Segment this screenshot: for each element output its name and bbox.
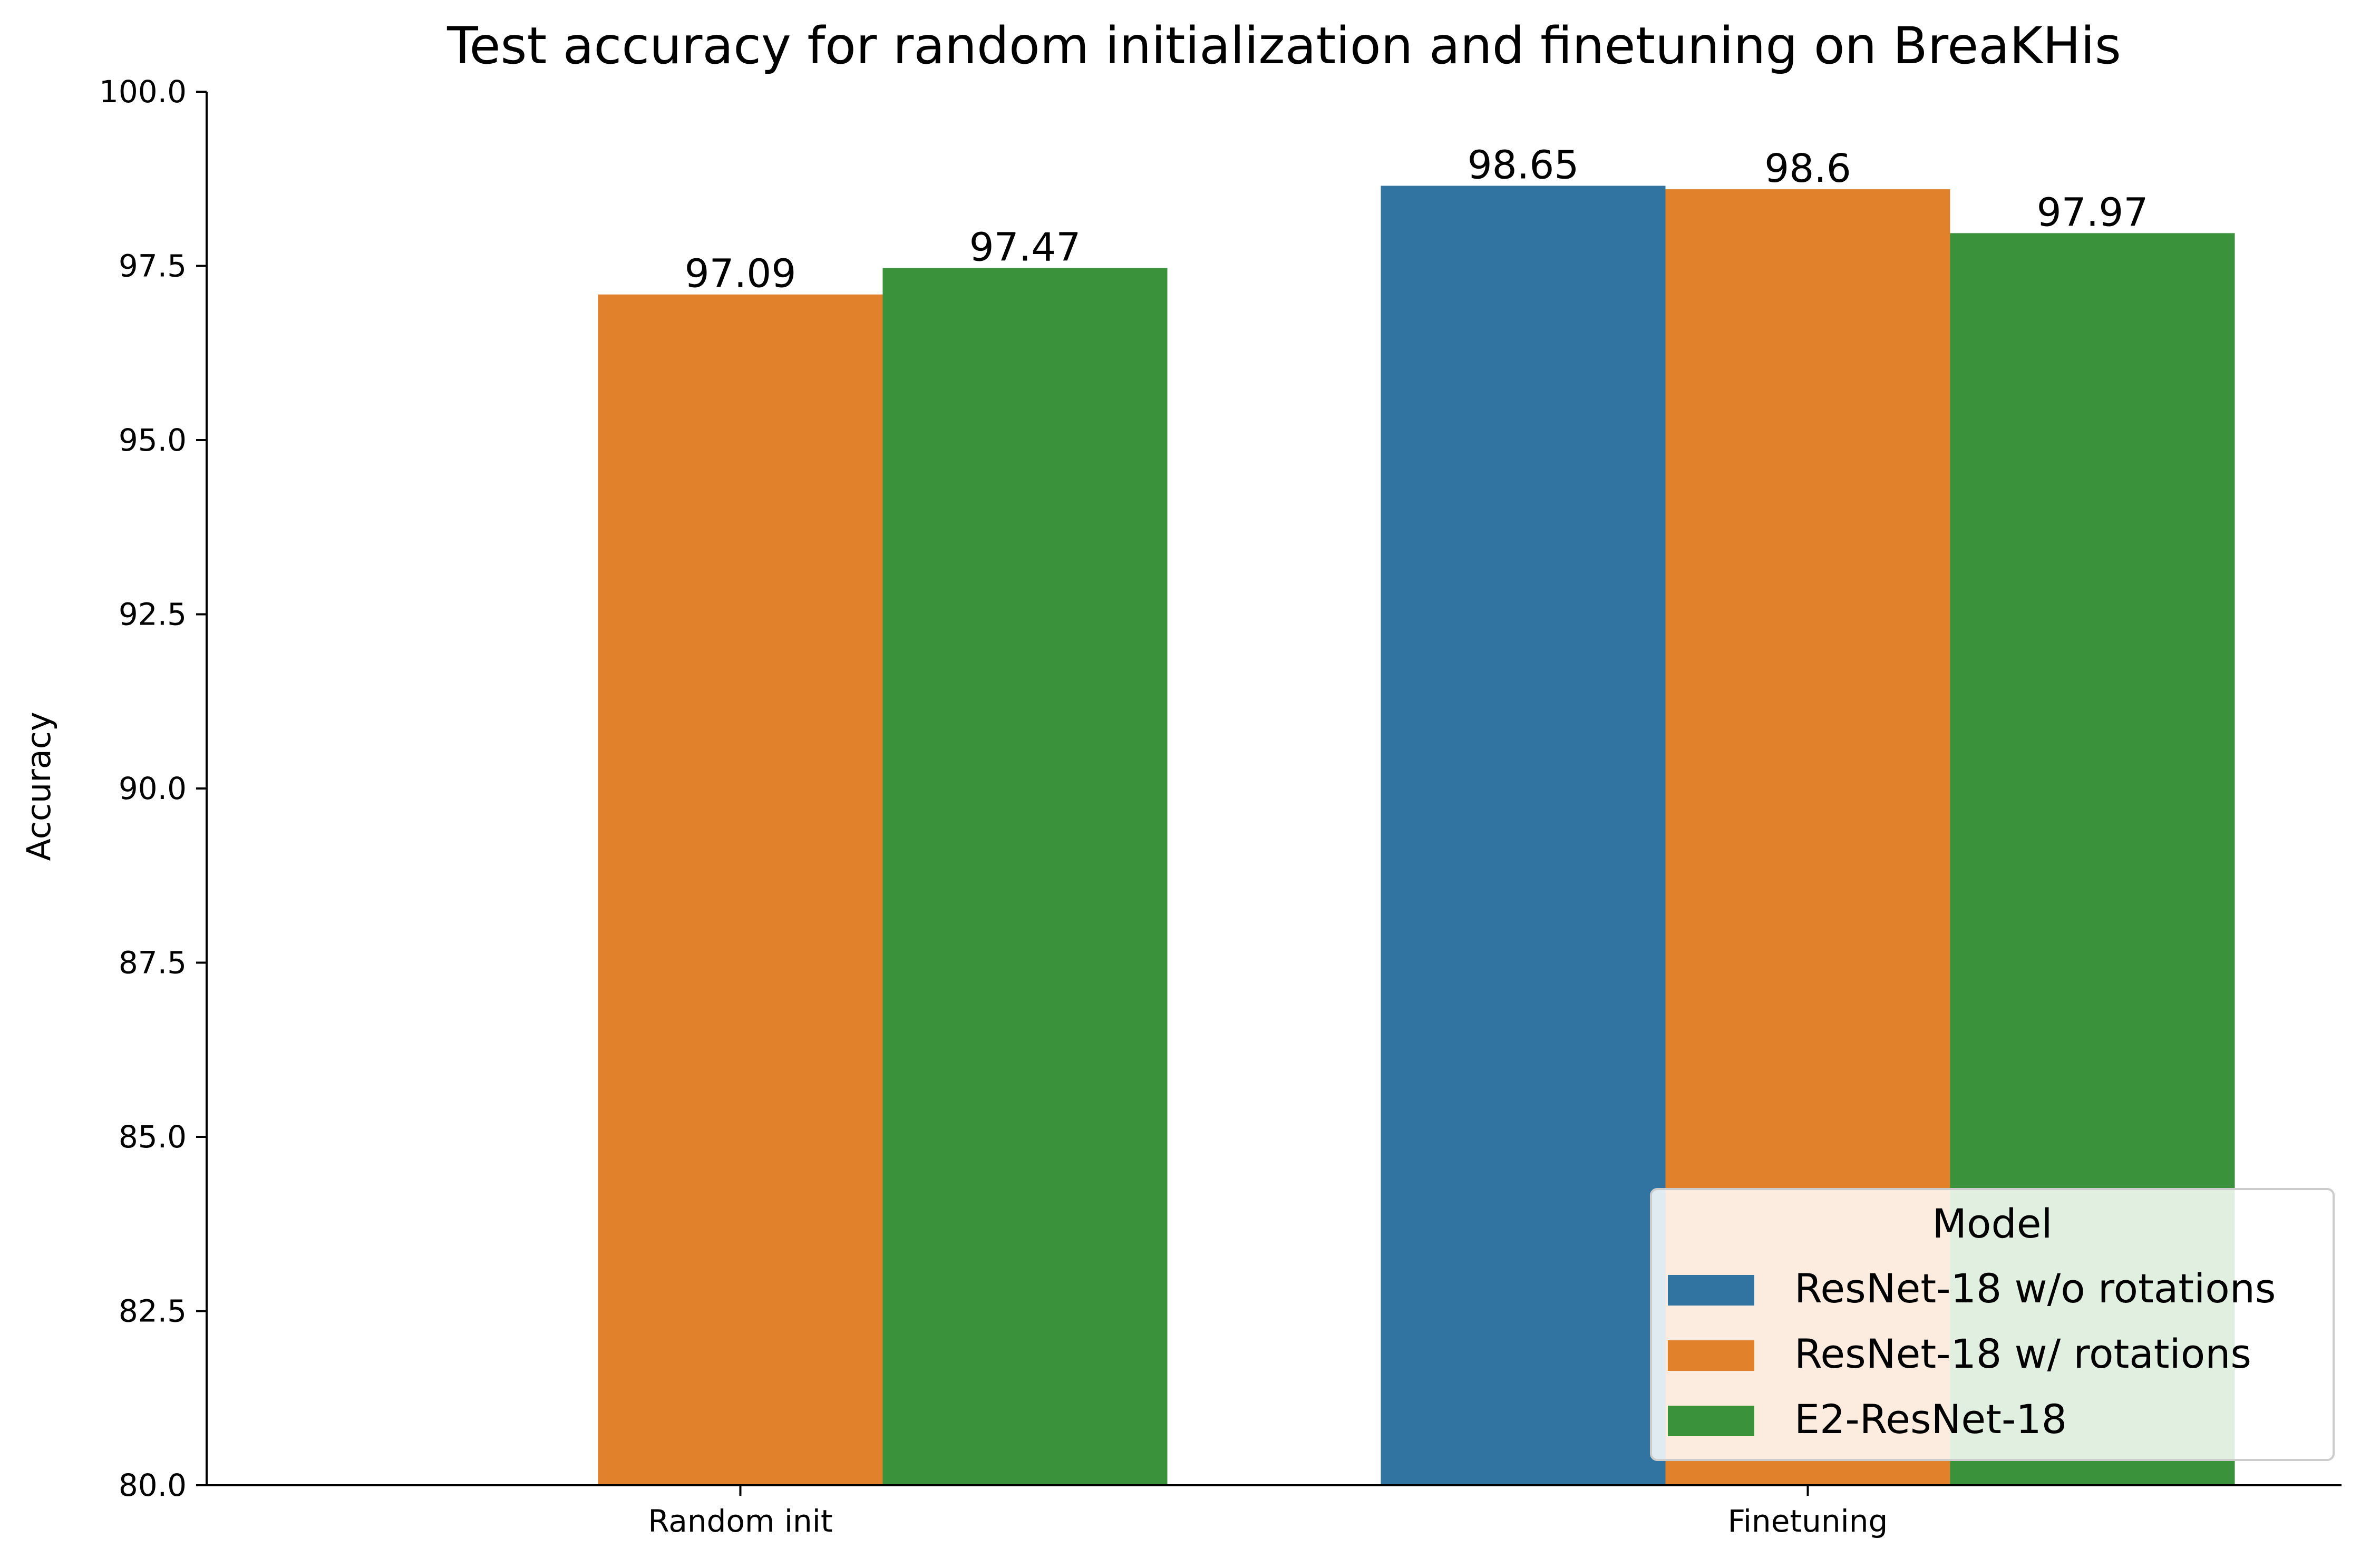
bar [1381, 186, 1666, 1486]
bar [882, 268, 1168, 1485]
y-axis-label: Accuracy [20, 712, 58, 861]
y-tick-label: 95.0 [119, 422, 187, 458]
data-label: 97.97 [2037, 190, 2149, 235]
legend-box [1650, 1188, 2335, 1461]
y-tick-label: 92.5 [119, 597, 187, 632]
data-label: 98.65 [1468, 142, 1579, 188]
legend-swatch [1668, 1340, 1754, 1371]
y-tick-label: 80.0 [119, 1467, 187, 1503]
y-tick-label: 85.0 [119, 1119, 187, 1155]
legend-entry: E2-ResNet-18 [1794, 1396, 2067, 1443]
legend: Model ResNet-18 w/o rotations ResNet-18 w/… [1650, 1188, 2335, 1461]
legend-title: Model [1932, 1200, 2052, 1247]
data-label: 97.09 [685, 251, 796, 297]
y-tick-label: 100.0 [99, 74, 187, 110]
bar [598, 294, 883, 1485]
legend-swatch [1668, 1406, 1754, 1436]
y-tick-label: 90.0 [119, 771, 187, 806]
data-label: 97.47 [969, 225, 1081, 270]
data-label: 98.6 [1764, 146, 1851, 191]
chart-title: Test accuracy for random initialization … [446, 16, 2121, 75]
legend-entry: ResNet-18 w/o rotations [1794, 1265, 2276, 1312]
y-tick-label: 87.5 [119, 945, 187, 981]
legend-swatch [1668, 1275, 1754, 1306]
y-tick-label: 82.5 [119, 1293, 187, 1329]
y-tick-label: 97.5 [119, 248, 187, 284]
x-tick-label: Finetuning [1728, 1503, 1888, 1539]
x-tick-label: Random init [648, 1503, 832, 1539]
legend-entry: ResNet-18 w/ rotations [1794, 1330, 2251, 1377]
axes: 80.0 82.5 85.0 87.5 90.0 92.5 95.0 97.5 100.0 Ran… [99, 74, 2342, 1539]
